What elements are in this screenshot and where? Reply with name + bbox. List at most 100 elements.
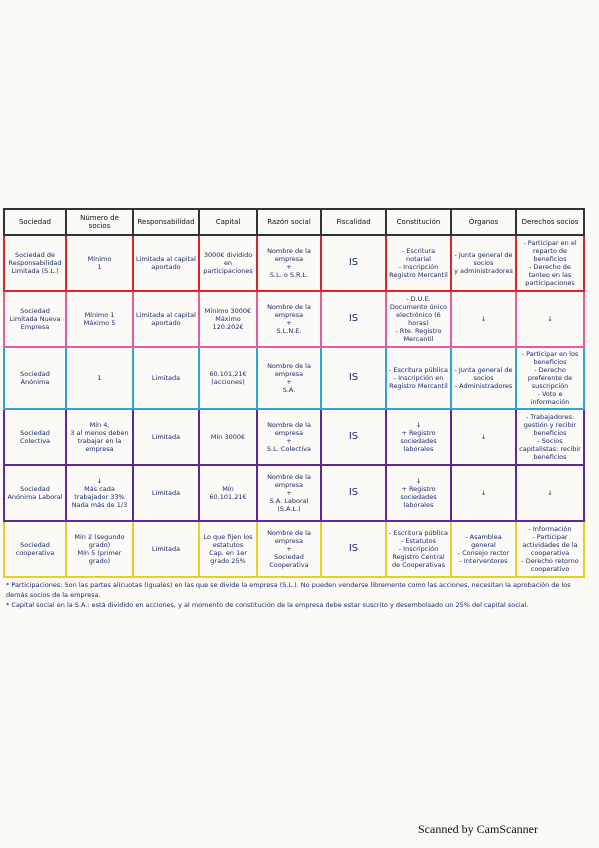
cell-line: +	[286, 378, 292, 386]
table-cell: Sociedad Anónima	[3, 346, 67, 410]
table-cell: ↓ Más cada trabajador 33% Nada más de 1/3	[65, 464, 134, 522]
table-cell: - Asamblea general - Consejo rector - Inte…	[450, 520, 517, 578]
cell-line: S.L.N.E.	[276, 327, 302, 335]
cell-line: - D.U.E. Documento único electrónico (6 …	[389, 295, 448, 327]
cell-line: 60.101,21€	[209, 493, 247, 501]
cell-line: S.A.	[282, 386, 296, 394]
table-cell: IS	[320, 520, 387, 578]
cell-line: - Participar actividades de la cooperati…	[522, 533, 578, 557]
table-cell: IS	[320, 234, 387, 292]
table-cell: Mín 2 (segundo grado) Mín 5 (primer grado…	[65, 520, 134, 578]
table-cell: Nombre de la empresa + S.A. Laboral (S.A.L…	[256, 464, 322, 522]
table-cell: ↓	[450, 408, 517, 466]
cell-line: +	[286, 545, 292, 553]
cell-line: Nombre de la empresa	[267, 303, 311, 319]
table-cell: Mín 4, 3 al menos deben trabajar en la em…	[65, 408, 134, 466]
column-header: Capital	[198, 208, 258, 236]
table-cell: - Participar en los beneficios - Derecho …	[515, 346, 585, 410]
table-cell: - D.U.E. Documento único electrónico (6 …	[385, 290, 452, 348]
table-cell: Sociedad cooperativa	[3, 520, 67, 578]
cell-line: Mín 5 (primer grado)	[77, 549, 122, 565]
cell-line: ↓	[96, 477, 103, 485]
table-cell: 3000€ dividido en participaciones	[198, 234, 258, 292]
cell-line: - Voto e información	[530, 390, 570, 406]
cell-line: ↓	[480, 489, 487, 497]
cell-line: Sociedad Colectiva	[19, 429, 51, 445]
table-cell: Limitada al capital aportado	[132, 234, 200, 292]
cell-line: S.A. Laboral (S.A.L.)	[269, 497, 309, 513]
cell-line: Mín	[222, 485, 234, 493]
table-cell: Limitada	[132, 346, 200, 410]
table-cell: Mínimo 3000€ Máximo 120.202€	[198, 290, 258, 348]
cell-line: Nombre de la empresa	[267, 529, 311, 545]
cell-line: + Registro sociedades laborales	[400, 485, 437, 509]
cell-line: Nombre de la empresa	[267, 473, 311, 489]
table-cell: Mínimo 1	[65, 234, 134, 292]
cell-line: Nombre de la empresa	[267, 421, 311, 437]
cell-line: - Estatutos	[400, 537, 437, 545]
cell-line: S.L. Colectiva	[266, 445, 312, 453]
table-cell: Nombre de la empresa + S.L. o S.R.L.	[256, 234, 322, 292]
cell-line: Limitada al capital aportado	[136, 311, 196, 327]
cell-line: 60.101,21€	[209, 370, 247, 378]
header-row: Sociedad Número de socios Responsabilidad C…	[3, 208, 585, 236]
table-cell: ↓	[450, 464, 517, 522]
table-cell: Lo que fijen los estatutos Cap. en 1er gr…	[198, 520, 258, 578]
note: * Capital social en la S.A.: está dividi…	[6, 601, 529, 609]
table-cell: IS	[320, 290, 387, 348]
cell-line: Nombre de la empresa	[267, 362, 311, 378]
column-header: Derechos socios	[515, 208, 585, 236]
cell-line: 1	[97, 263, 102, 271]
cell-line: - Consejo rector	[457, 549, 510, 557]
cell-line: - Inscripción en Registro Mercantil	[389, 374, 448, 390]
table-cell: IS	[320, 408, 387, 466]
cell-line: ↓	[415, 477, 422, 485]
table-row: Sociedad de Responsabilidad Limitada (S.…	[3, 234, 585, 292]
cell-line: Limitada	[151, 433, 181, 441]
table-cell: - Escritura pública - Estatutos - Inscripc…	[385, 520, 452, 578]
table-cell: Mín 3000€	[198, 408, 258, 466]
table-cell: Nombre de la empresa + S.A.	[256, 346, 322, 410]
cell-line: Mín 3000€	[210, 433, 246, 441]
cell-line: - Trabajadores: gestión y recibir benefi…	[523, 413, 577, 437]
table-cell: - Junta general de socios y administrador…	[450, 234, 517, 292]
cell-line: Máximo 5	[83, 319, 116, 327]
cell-line: - Escritura pública	[389, 529, 448, 537]
cell-line: IS	[348, 257, 359, 268]
table-cell: Nombre de la empresa + Sociedad Cooperativ…	[256, 520, 322, 578]
table-cell: Sociedad de Responsabilidad Limitada (S.…	[3, 234, 67, 292]
cell-line: Sociedad de Responsabilidad Limitada (S.…	[8, 251, 62, 275]
cell-line: - Derecho de tanteo en las participacion…	[525, 263, 575, 287]
cell-line: - Socios capitalistas: recibir beneficio…	[519, 437, 581, 461]
table-cell: Sociedad Anónima Laboral	[3, 464, 67, 522]
table-cell: Limitada al capital aportado	[132, 290, 200, 348]
cell-line: 3 al menos deben trabajar en la empresa	[70, 429, 129, 453]
table-row: Sociedad Anónima Laboral ↓ Más cada trabaj…	[3, 464, 585, 522]
column-header: Fiscalidad	[320, 208, 387, 236]
cell-line: - Interventores	[459, 557, 508, 565]
table-cell: - Información - Participar actividades de…	[515, 520, 585, 578]
table-cell: Nombre de la empresa + S.L.N.E.	[256, 290, 322, 348]
cell-line: Sociedad Cooperativa	[269, 553, 309, 569]
cell-line: ↓	[547, 489, 553, 497]
cell-line: ↓	[415, 421, 422, 429]
cell-line: - Participar en el reparto de beneficios	[523, 239, 577, 263]
cell-line: y administradores	[454, 267, 513, 275]
table-cell: - Trabajadores: gestión y recibir benefi…	[515, 408, 585, 466]
cell-line: Más cada trabajador 33%	[74, 485, 125, 501]
table-cell: ↓ + Registro sociedades laborales	[385, 408, 452, 466]
table-cell: IS	[320, 464, 387, 522]
column-header: Órganos	[450, 208, 517, 236]
cell-line: - Escritura pública	[389, 366, 448, 374]
table-cell: Limitada	[132, 520, 200, 578]
cell-line: - Derecho retorno cooperativo	[521, 557, 579, 573]
notes: * Participaciones: Son las partes alícuo…	[6, 580, 591, 610]
table-cell: IS	[320, 346, 387, 410]
cell-line: ↓	[547, 315, 553, 323]
cell-line: Limitada al capital aportado	[136, 255, 196, 271]
footer: Scanned by CamScanner	[418, 822, 538, 836]
column-header: Razón social	[256, 208, 322, 236]
cell-line: Limitada	[151, 489, 181, 497]
